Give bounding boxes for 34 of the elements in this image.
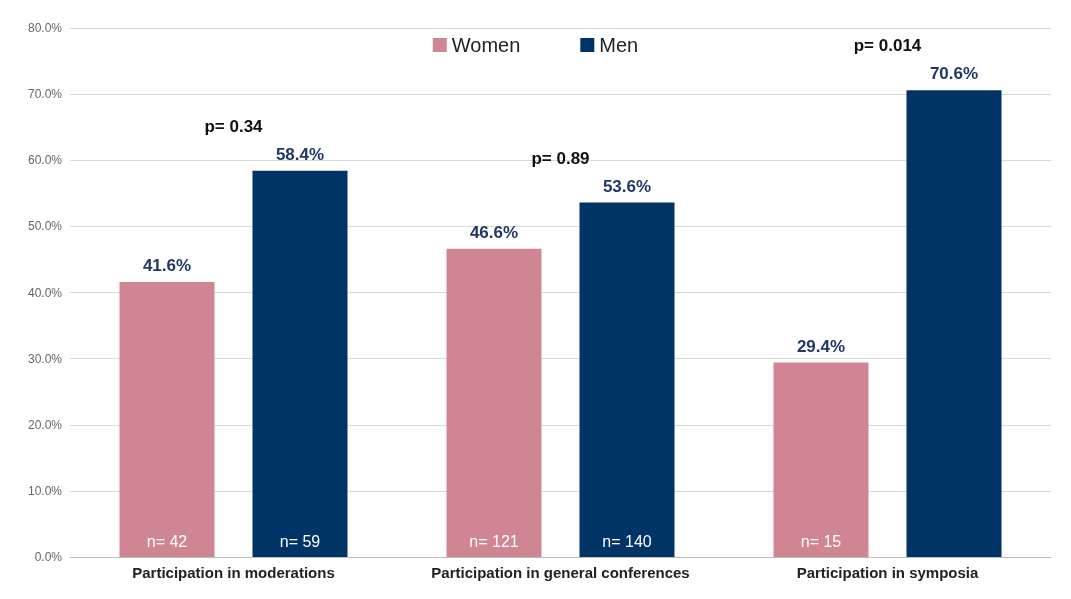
annotation: p= 0.014: [853, 36, 922, 56]
x-tick-label: Participation in symposia: [796, 564, 980, 581]
bar: [906, 90, 1002, 557]
data-label: 53.6%: [602, 176, 652, 196]
data-label: 29.4%: [796, 336, 846, 356]
annotation: n= 121: [469, 532, 519, 550]
data-label: 58.4%: [275, 144, 325, 164]
y-tick-label: 80.0%: [27, 21, 63, 35]
y-tick-label: 0.0%: [34, 550, 63, 564]
x-tick-label: Participation in moderations: [132, 564, 335, 581]
annotation: n= 42: [146, 532, 188, 550]
bar: [579, 202, 675, 557]
annotation: n= 59: [279, 532, 321, 550]
data-label: 41.6%: [142, 255, 192, 275]
legend-label: Men: [599, 34, 639, 56]
data-label: 70.6%: [929, 64, 979, 84]
y-tick-label: 70.0%: [27, 87, 63, 102]
y-tick-label: 20.0%: [27, 417, 63, 432]
legend-label: Women: [451, 34, 521, 56]
annotation: p= 0.34: [204, 116, 264, 136]
bar: [446, 248, 542, 557]
bar: [119, 281, 215, 557]
bar: [252, 170, 348, 557]
y-tick-label: 50.0%: [27, 219, 63, 234]
annotation: p= 0.89: [531, 148, 590, 168]
bar: [773, 362, 869, 557]
annotation: n= 15: [800, 532, 842, 550]
y-tick-label: 40.0%: [27, 285, 63, 300]
x-tick-label: Participation in general conferences: [431, 564, 690, 581]
annotation: n= 140: [602, 532, 652, 550]
y-tick-label: 60.0%: [27, 153, 63, 168]
data-label: 46.6%: [469, 222, 519, 242]
y-tick-label: 10.0%: [27, 483, 63, 498]
y-tick-label: 30.0%: [27, 351, 63, 366]
